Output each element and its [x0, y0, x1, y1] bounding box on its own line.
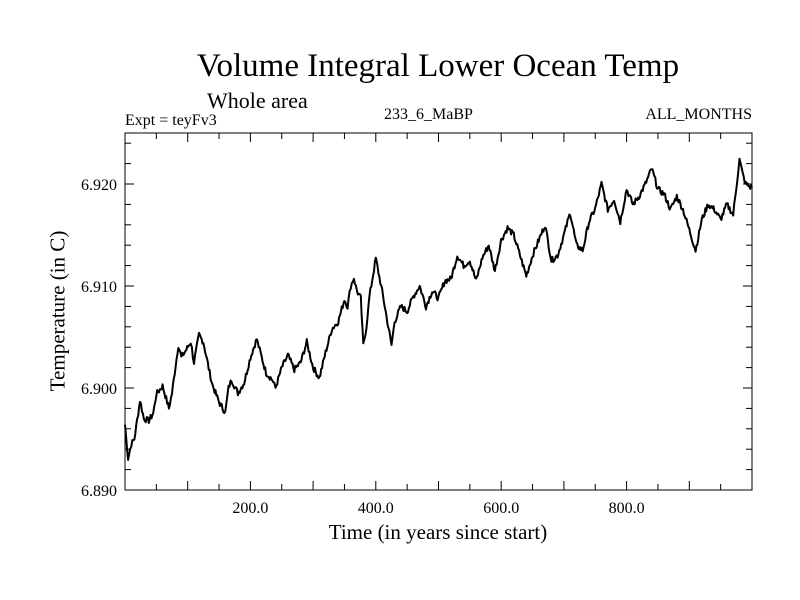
x-tick-label: 200.0 [232, 500, 268, 517]
y-tick-label: 6.890 [81, 483, 117, 500]
experiment-label: Expt = teyFv3 [125, 112, 217, 129]
x-tick-label: 800.0 [609, 500, 645, 517]
y-tick-label: 6.910 [81, 279, 117, 296]
x-tick-label: 600.0 [483, 500, 519, 517]
months-label: ALL_MONTHS [645, 106, 752, 123]
series-line [124, 157, 753, 461]
chart-title: Volume Integral Lower Ocean Temp [196, 48, 680, 84]
chart-subtitle: Whole area [207, 88, 308, 113]
x-axis-label: Time (in years since start) [328, 520, 548, 544]
y-tick-label: 6.920 [81, 177, 117, 194]
x-tick-label: 400.0 [358, 500, 394, 517]
period-label: 233_6_MaBP [384, 106, 473, 123]
y-tick-label: 6.900 [81, 381, 117, 398]
